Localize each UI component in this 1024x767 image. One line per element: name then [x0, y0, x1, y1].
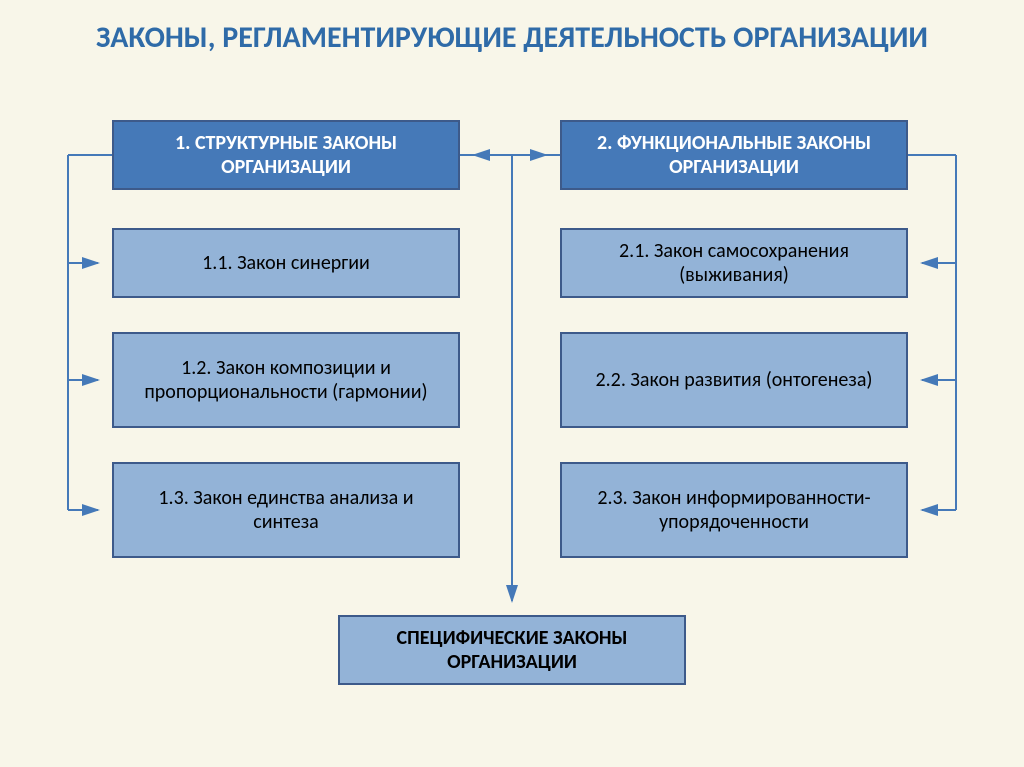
node-2-1: 2.1. Закон самосохранения (выживания): [560, 228, 908, 298]
node-1-1: 1.1. Закон синергии: [112, 228, 460, 298]
node-2-3: 2.3. Закон информированности-упорядоченн…: [560, 462, 908, 558]
header-structural: 1. СТРУКТУРНЫЕ ЗАКОНЫ ОРГАНИЗАЦИИ: [112, 120, 460, 190]
node-2-2: 2.2. Закон развития (онтогенеза): [560, 332, 908, 428]
node-1-3: 1.3. Закон единства анализа и синтеза: [112, 462, 460, 558]
page-title: ЗАКОНЫ, РЕГЛАМЕНТИРУЮЩИЕ ДЕЯТЕЛЬНОСТЬ ОР…: [0, 20, 1024, 56]
node-specific: СПЕЦИФИЧЕСКИЕ ЗАКОНЫ ОРГАНИЗАЦИИ: [338, 615, 686, 685]
header-functional: 2. ФУНКЦИОНАЛЬНЫЕ ЗАКОНЫ ОРГАНИЗАЦИИ: [560, 120, 908, 190]
node-1-2: 1.2. Закон композиции и пропорциональнос…: [112, 332, 460, 428]
